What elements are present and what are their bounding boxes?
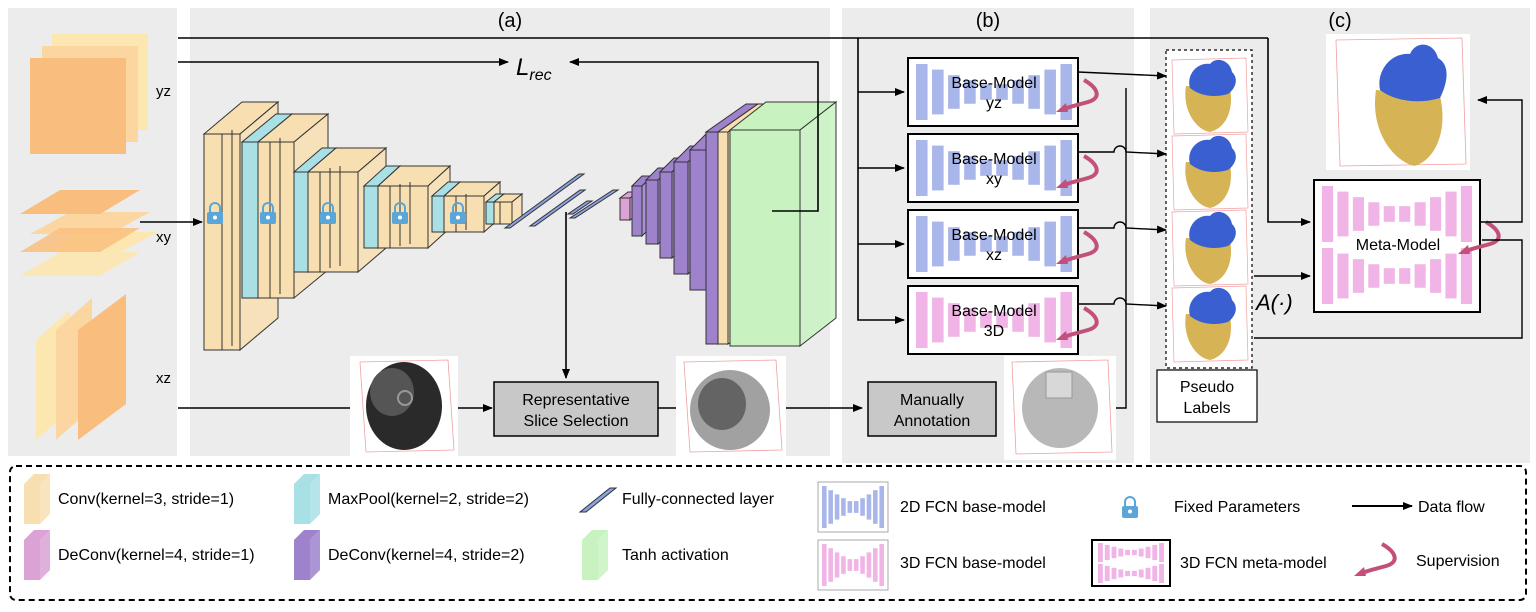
legend-fcn2d-swatch: [817, 481, 889, 533]
fcn-bars: [822, 544, 884, 586]
legend-fixed-label: Fixed Parameters: [1174, 499, 1300, 516]
svg-text:Slice Selection: Slice Selection: [524, 413, 629, 430]
base-model-label: Base-Model: [951, 227, 1036, 244]
base-model-xy: Base-Model xy: [907, 133, 1099, 203]
annotation-volume-thumbnail: [1004, 356, 1116, 460]
ct-volume-thumbnail-2: [676, 356, 786, 456]
svg-text:Labels: Labels: [1183, 400, 1230, 417]
decoder-layers: [618, 100, 838, 348]
input-slices-yz: [30, 34, 148, 154]
pseudo-label-heart: [1171, 133, 1249, 211]
fcn-bars: [916, 292, 1072, 348]
pseudo-label-heart: [1171, 285, 1249, 363]
pseudo-label-heart: [1171, 57, 1249, 135]
legend: Conv(kernel=3, stride=1) MaxPool(kernel=…: [9, 465, 1527, 601]
fcn-bars: [1098, 543, 1164, 562]
base-model-label: Base-Model: [951, 303, 1036, 320]
reconstruction-loss-label: Lrec: [516, 54, 552, 84]
pseudo-label-heart: [1171, 209, 1249, 287]
view-label-yz: yz: [156, 83, 171, 100]
pseudo-labels-box: Pseudo Labels: [1156, 369, 1258, 423]
legend-deconv1-label: DeConv(kernel=4, stride=1): [58, 547, 255, 564]
base-model-xz: Base-Model xz: [907, 209, 1099, 279]
panel-label-c: (c): [1328, 10, 1351, 32]
view-label-xy: xy: [156, 229, 172, 246]
manual-annotation-box: Manually Annotation: [867, 381, 997, 437]
base-model-label: Base-Model: [951, 151, 1036, 168]
legend-deconv1-swatch: [24, 530, 50, 580]
tanh-layer-block: [728, 100, 838, 348]
legend-fcn2d-label: 2D FCN base-model: [900, 499, 1046, 516]
panel-label-a: (a): [498, 10, 522, 32]
meta-model-arrows: [1254, 96, 1523, 339]
panel-label-b: (b): [976, 10, 1000, 32]
legend-maxpool-swatch: [294, 474, 320, 524]
legend-fc-label: Fully-connected layer: [622, 491, 775, 508]
legend-conv-swatch: [24, 474, 50, 524]
legend-conv-label: Conv(kernel=3, stride=1): [58, 491, 234, 508]
fully-connected-layers: [503, 173, 620, 229]
annotation-supervision-line: [1116, 88, 1127, 409]
legend-tanh-swatch: [582, 530, 608, 580]
svg-text:Pseudo: Pseudo: [1180, 379, 1234, 396]
base-to-pseudo-arrows: [1077, 71, 1167, 310]
representative-slice-selection-box: Representative Slice Selection: [493, 381, 659, 437]
base-model-label: Base-Model: [951, 75, 1036, 92]
aggregation-function-label: A(·): [1254, 290, 1293, 315]
view-label-xz: xz: [156, 370, 171, 387]
meta-model-box: Meta-Model: [1313, 179, 1481, 313]
svg-text:Manually: Manually: [900, 392, 964, 409]
fcn-bars: [916, 216, 1072, 272]
ct-volume-thumbnail-1: [350, 356, 458, 456]
legend-fcn3d-label: 3D FCN base-model: [900, 555, 1046, 572]
legend-deconv2-label: DeConv(kernel=4, stride=2): [328, 547, 525, 564]
encoder-layers: [202, 100, 524, 352]
meta-model-label: Meta-Model: [1356, 237, 1440, 254]
base-model-3d: Base-Model 3D: [907, 285, 1099, 355]
base-model-view-label: 3D: [984, 323, 1004, 340]
meta-fcn-bars-bottom: [1322, 248, 1472, 304]
legend-tanh-label: Tanh activation: [622, 547, 729, 564]
svg-text:Annotation: Annotation: [894, 413, 971, 430]
svg-text:Representative: Representative: [522, 392, 630, 409]
pseudo-labels-column: [1165, 49, 1253, 369]
legend-maxpool-label: MaxPool(kernel=2, stride=2): [328, 491, 529, 508]
fcn-bars: [916, 140, 1072, 196]
legend-meta-label: 3D FCN meta-model: [1180, 555, 1327, 572]
fcn-bars: [916, 64, 1072, 120]
legend-meta-swatch: [1091, 539, 1171, 587]
base-model-view-label: xy: [986, 171, 1002, 188]
fcn-bars: [822, 486, 884, 528]
conv-layer-block: [492, 192, 524, 226]
legend-supervision-label: Supervision: [1416, 553, 1500, 570]
base-model-view-label: xz: [986, 247, 1002, 264]
legend-dataflow-label: Data flow: [1418, 499, 1485, 516]
legend-fc-swatch: [578, 487, 618, 513]
legend-fcn3d-swatch: [817, 539, 889, 591]
base-model-view-label: yz: [986, 95, 1002, 112]
base-model-yz: Base-Model yz: [907, 57, 1099, 127]
base-models: Base-ModelyzBase-ModelxyBase-ModelxzBase…: [907, 57, 1099, 355]
meta-fcn-bars-top: [1322, 186, 1472, 242]
legend-deconv2-swatch: [294, 530, 320, 580]
fcn-bars: [1098, 564, 1164, 583]
final-segmentation-heart: [1326, 34, 1470, 170]
input-slices-xy: [20, 190, 158, 276]
input-slices-xz: [36, 294, 126, 440]
